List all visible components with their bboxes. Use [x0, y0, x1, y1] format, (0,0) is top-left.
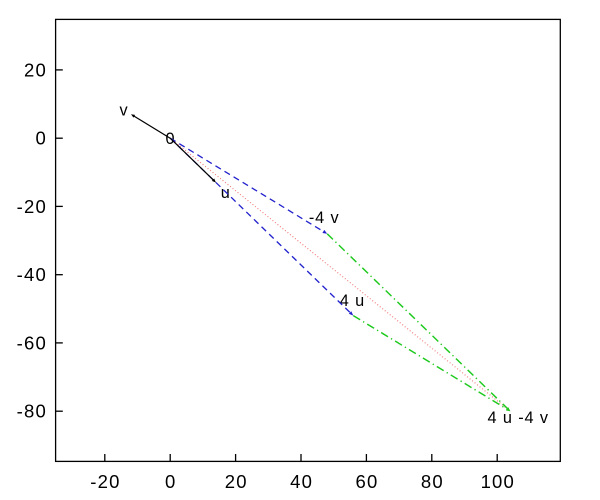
- svg-text:4 u -4 v: 4 u -4 v: [487, 409, 549, 427]
- svg-text:-80: -80: [17, 401, 47, 422]
- svg-text:20: 20: [24, 59, 47, 80]
- svg-text:-4 v: -4 v: [309, 209, 340, 227]
- svg-text:60: 60: [356, 471, 379, 492]
- svg-text:20: 20: [225, 471, 248, 492]
- svg-text:40: 40: [290, 471, 313, 492]
- svg-text:-20: -20: [17, 196, 47, 217]
- svg-text:0: 0: [165, 471, 177, 492]
- svg-text:80: 80: [421, 471, 444, 492]
- svg-text:4 u: 4 u: [340, 292, 365, 310]
- svg-text:-60: -60: [17, 332, 47, 353]
- svg-text:u: u: [221, 184, 231, 202]
- svg-text:0: 0: [36, 128, 48, 149]
- svg-text:-40: -40: [17, 264, 47, 285]
- svg-text:-20: -20: [90, 471, 120, 492]
- svg-text:100: 100: [481, 471, 515, 492]
- svg-text:v: v: [119, 101, 128, 119]
